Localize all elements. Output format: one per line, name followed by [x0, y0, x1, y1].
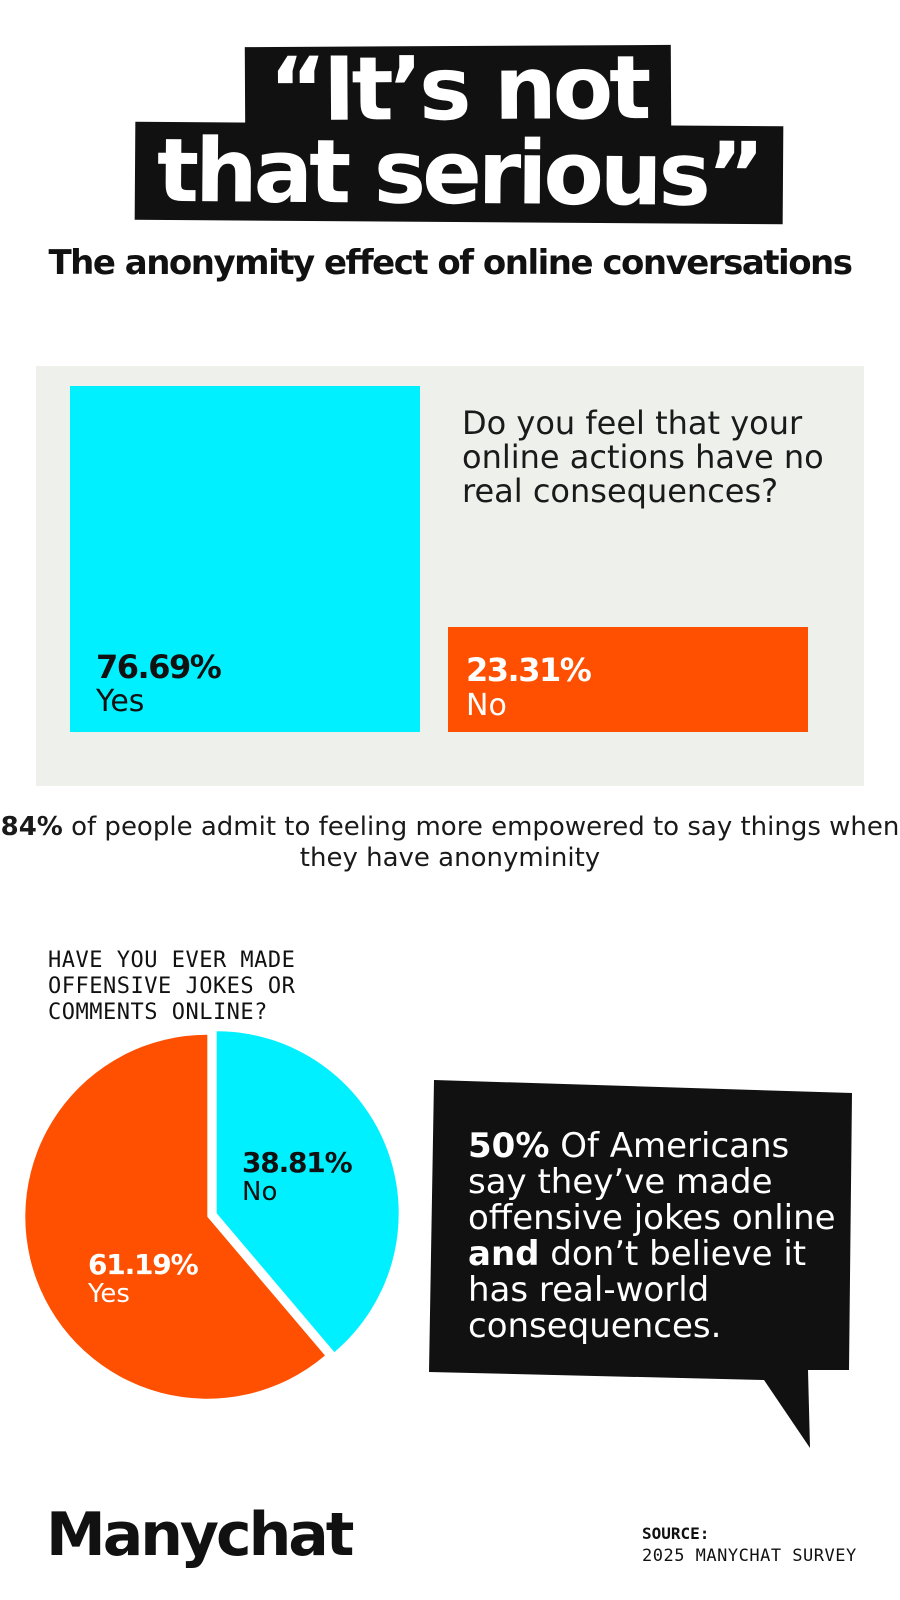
bar-chart-panel: 76.69% Yes 23.31% No Do you feel that yo… [36, 366, 864, 786]
pie-slice-no [216, 1031, 399, 1353]
bar-yes [70, 386, 420, 732]
bubble-emphasis: and [468, 1234, 540, 1274]
pie-category-label-yes: Yes [87, 1279, 130, 1309]
pie-chart-question: HAVE YOU EVER MADE OFFENSIVE JOKES OR CO… [48, 948, 296, 1025]
bar-chart-question: Do you feel that your online actions hav… [462, 404, 824, 510]
pie-value-label-yes: 61.19% [88, 1248, 199, 1281]
bubble-highlight: 50% [468, 1126, 550, 1166]
pie-slice-yes [25, 1034, 325, 1399]
bar-no-value-label: 23.31% [466, 651, 592, 689]
stat-text: of people admit to feeling more empowere… [62, 812, 900, 873]
bar-yes-value-label: 76.69% [96, 648, 222, 686]
speech-bubble-shape [429, 1080, 852, 1448]
source-value: 2025 MANYCHAT SURVEY [642, 1546, 857, 1566]
bubble-text-part2: don’t believe it has real-world conseque… [468, 1234, 807, 1346]
manychat-logo: Manychat [46, 1500, 354, 1570]
bar-no [448, 626, 808, 732]
bar-no-category-label: No [466, 688, 507, 723]
stat-statement: 84% of people admit to feeling more empo… [0, 812, 900, 874]
bubble-text-part1: Of Americans say they’ve made offensive … [468, 1126, 836, 1238]
subtitle: The anonymity effect of online conversat… [48, 243, 853, 283]
stat-highlight: 84% [0, 812, 63, 842]
pie-category-label-no: No [242, 1177, 277, 1207]
bar-yes-category-label: Yes [96, 684, 145, 719]
source-label: SOURCE: [642, 1524, 710, 1543]
pie-value-label-no: 38.81% [242, 1146, 353, 1179]
speech-bubble-text: 50% Of Americans say they’ve made offens… [468, 1128, 848, 1344]
